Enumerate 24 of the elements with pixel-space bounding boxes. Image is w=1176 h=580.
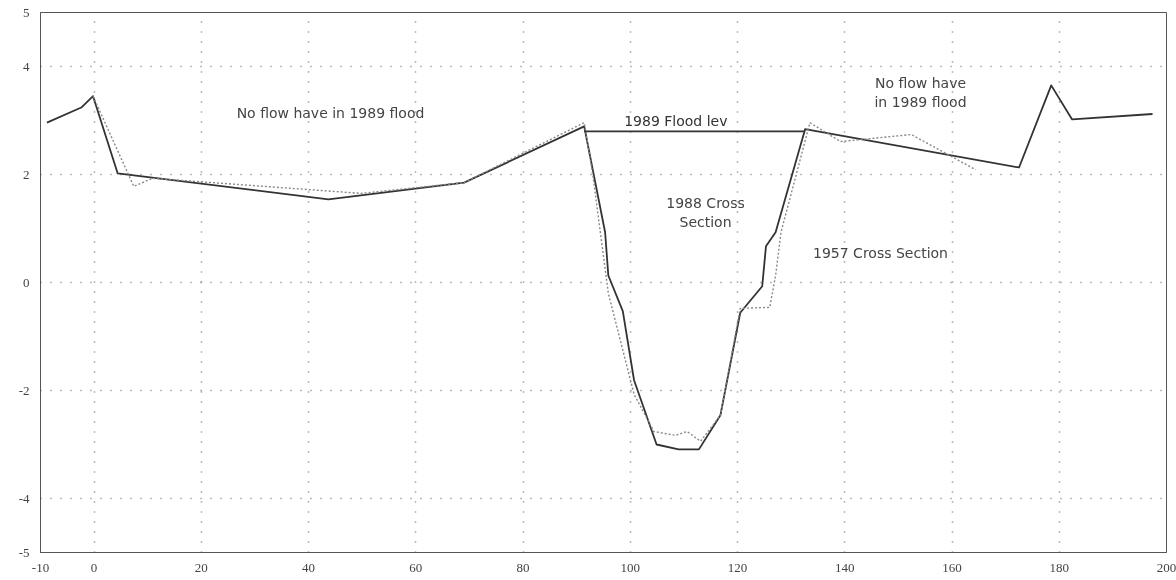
y-tick-label: -5 <box>18 544 30 560</box>
x-tick-label: 140 <box>835 559 855 575</box>
x-tick-label: 80 <box>516 559 530 575</box>
annotation: No flow have in 1989 flood <box>874 74 967 111</box>
x-tick-label: -10 <box>31 559 50 575</box>
x-tick-label: 0 <box>90 559 98 575</box>
y-tick-label: -4 <box>18 490 30 506</box>
x-tick-label: 200 <box>1156 559 1176 575</box>
annotation: No flow have in 1989 flood <box>236 104 425 121</box>
y-tick-label: 5 <box>23 4 30 20</box>
annotation: 1988 Cross Section <box>666 194 745 231</box>
y-tick-label: 0 <box>23 274 30 290</box>
x-tick-label: 100 <box>620 559 641 575</box>
x-tick-label: 180 <box>1049 559 1070 575</box>
x-tick-label: 20 <box>194 559 208 575</box>
x-tick-label: 120 <box>727 559 748 575</box>
y-tick-label: -2 <box>18 382 30 398</box>
x-tick-label: 60 <box>409 559 423 575</box>
x-tick-label: 160 <box>942 559 962 575</box>
y-tick-label: 4 <box>23 58 30 74</box>
x-tick-label: 40 <box>302 559 316 575</box>
series-label: 1989 Flood lev <box>624 113 728 130</box>
annotation: 1957 Cross Section <box>813 244 948 261</box>
y-tick-label: 2 <box>23 166 30 182</box>
